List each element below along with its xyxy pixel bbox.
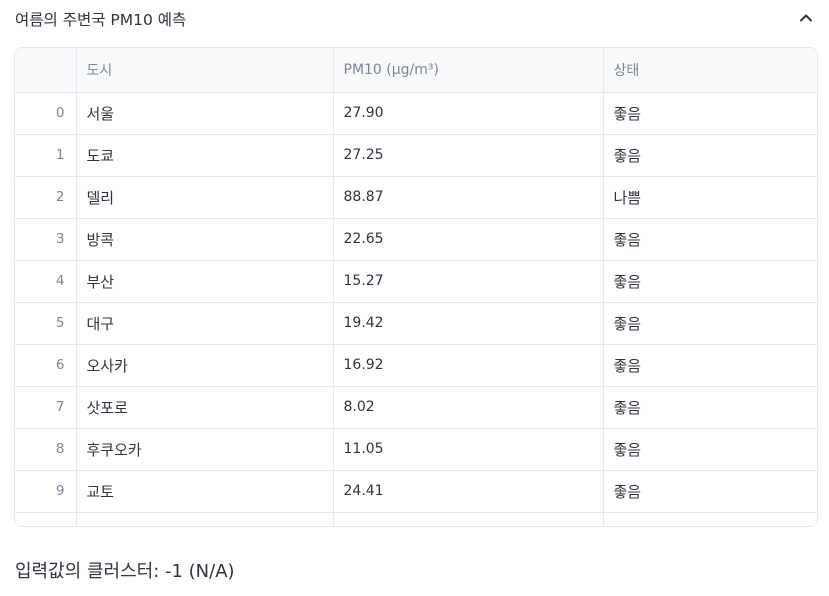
- status-cell[interactable]: 좋음: [603, 512, 817, 526]
- status-cell[interactable]: 좋음: [603, 386, 817, 429]
- status-cell[interactable]: 좋음: [603, 470, 817, 513]
- row-index-cell[interactable]: 1: [15, 134, 77, 177]
- table-row[interactable]: 10자카르타 좋음: [15, 512, 817, 526]
- city-cell[interactable]: 후쿠오카: [76, 428, 334, 471]
- pm10-cell[interactable]: [333, 512, 604, 526]
- pm10-cell[interactable]: 15.27: [333, 260, 604, 303]
- data-table[interactable]: 도시 PM10 (µg/m³) 상태 0 서울 27.90 좋음 1 도쿄 27.25 좋음 2…: [14, 47, 818, 527]
- pm10-cell[interactable]: 27.25: [333, 134, 604, 177]
- pm10-cell[interactable]: 8.02: [333, 386, 604, 429]
- table-row[interactable]: 5 대구 19.42 좋음: [15, 302, 817, 345]
- column-header-pm10[interactable]: PM10 (µg/m³): [333, 48, 604, 93]
- table-row[interactable]: 7 삿포로 8.02 좋음: [15, 386, 817, 429]
- city-cell[interactable]: 부산: [76, 260, 334, 303]
- expander-header[interactable]: 여름의 주변국 PM10 예측: [0, 0, 829, 38]
- table-row[interactable]: 8 후쿠오카 11.05 좋음: [15, 428, 817, 471]
- table-row[interactable]: 3 방콕 22.65 좋음: [15, 218, 817, 261]
- status-cell[interactable]: 좋음: [603, 302, 817, 345]
- city-cell[interactable]: 대구: [76, 302, 334, 345]
- row-index-cell[interactable]: 2: [15, 176, 77, 219]
- pm10-cell[interactable]: 27.90: [333, 92, 604, 135]
- pm10-cell[interactable]: 19.42: [333, 302, 604, 345]
- pm10-cell[interactable]: 88.87: [333, 176, 604, 219]
- row-index-cell[interactable]: 10: [15, 512, 77, 526]
- city-cell[interactable]: 서울: [76, 92, 334, 135]
- city-cell[interactable]: 델리: [76, 176, 334, 219]
- row-index-cell[interactable]: 8: [15, 428, 77, 471]
- status-cell[interactable]: 좋음: [603, 92, 817, 135]
- city-cell[interactable]: 교토: [76, 470, 334, 513]
- chevron-up-icon[interactable]: [798, 10, 814, 26]
- city-cell[interactable]: 삿포로: [76, 386, 334, 429]
- status-cell[interactable]: 좋음: [603, 344, 817, 387]
- city-cell[interactable]: 도쿄: [76, 134, 334, 177]
- table-header-row: 도시 PM10 (µg/m³) 상태: [15, 48, 817, 93]
- expander-title: 여름의 주변국 PM10 예측: [15, 11, 187, 29]
- row-index-cell[interactable]: 4: [15, 260, 77, 303]
- cluster-result-text: 입력값의 클러스터: -1 (N/A): [15, 561, 235, 582]
- row-index-cell[interactable]: 6: [15, 344, 77, 387]
- pm10-cell[interactable]: 22.65: [333, 218, 604, 261]
- city-cell[interactable]: 오사카: [76, 344, 334, 387]
- status-cell[interactable]: 좋음: [603, 218, 817, 261]
- city-cell[interactable]: 방콕: [76, 218, 334, 261]
- table-row[interactable]: 2 델리 88.87 나쁨: [15, 176, 817, 219]
- column-header-index[interactable]: [15, 48, 77, 93]
- table-row[interactable]: 9 교토 24.41 좋음: [15, 470, 817, 513]
- city-cell[interactable]: 자카르타: [76, 512, 334, 526]
- status-cell[interactable]: 좋음: [603, 428, 817, 471]
- status-cell[interactable]: 나쁨: [603, 176, 817, 219]
- row-index-cell[interactable]: 7: [15, 386, 77, 429]
- status-cell[interactable]: 좋음: [603, 260, 817, 303]
- status-cell[interactable]: 좋음: [603, 134, 817, 177]
- row-index-cell[interactable]: 9: [15, 470, 77, 513]
- row-index-cell[interactable]: 5: [15, 302, 77, 345]
- row-index-cell[interactable]: 3: [15, 218, 77, 261]
- table-row[interactable]: 6 오사카 16.92 좋음: [15, 344, 817, 387]
- column-header-status[interactable]: 상태: [603, 48, 817, 93]
- table-row[interactable]: 4 부산 15.27 좋음: [15, 260, 817, 303]
- column-header-city[interactable]: 도시: [76, 48, 334, 93]
- pm10-cell[interactable]: 11.05: [333, 428, 604, 471]
- pm10-cell[interactable]: 24.41: [333, 470, 604, 513]
- pm10-cell[interactable]: 16.92: [333, 344, 604, 387]
- row-index-cell[interactable]: 0: [15, 92, 77, 135]
- table-row[interactable]: 0 서울 27.90 좋음: [15, 92, 817, 135]
- table-row[interactable]: 1 도쿄 27.25 좋음: [15, 134, 817, 177]
